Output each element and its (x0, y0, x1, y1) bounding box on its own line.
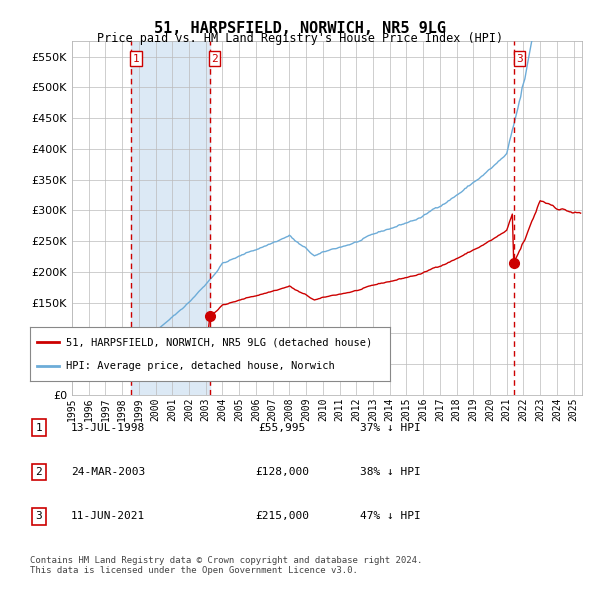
Text: HPI: Average price, detached house, Norwich: HPI: Average price, detached house, Norw… (66, 360, 335, 371)
Text: 3: 3 (35, 512, 43, 521)
Text: £55,995: £55,995 (259, 423, 305, 432)
Text: 37% ↓ HPI: 37% ↓ HPI (359, 423, 421, 432)
Bar (131, 41, 209, 395)
Text: £215,000: £215,000 (255, 512, 309, 521)
Text: 38% ↓ HPI: 38% ↓ HPI (359, 467, 421, 477)
Text: 13-JUL-1998: 13-JUL-1998 (71, 423, 145, 432)
Text: 1: 1 (133, 54, 139, 64)
Text: 2: 2 (35, 467, 43, 477)
Text: 51, HARPSFIELD, NORWICH, NR5 9LG: 51, HARPSFIELD, NORWICH, NR5 9LG (154, 21, 446, 35)
Text: 1: 1 (35, 423, 43, 432)
Text: 47% ↓ HPI: 47% ↓ HPI (359, 512, 421, 521)
Text: Price paid vs. HM Land Registry's House Price Index (HPI): Price paid vs. HM Land Registry's House … (97, 32, 503, 45)
Text: Contains HM Land Registry data © Crown copyright and database right 2024.
This d: Contains HM Land Registry data © Crown c… (30, 556, 422, 575)
Text: 2: 2 (211, 54, 218, 64)
Text: 51, HARPSFIELD, NORWICH, NR5 9LG (detached house): 51, HARPSFIELD, NORWICH, NR5 9LG (detach… (66, 337, 372, 348)
Text: 11-JUN-2021: 11-JUN-2021 (71, 512, 145, 521)
Text: £128,000: £128,000 (255, 467, 309, 477)
Text: 3: 3 (516, 54, 523, 64)
Text: 24-MAR-2003: 24-MAR-2003 (71, 467, 145, 477)
